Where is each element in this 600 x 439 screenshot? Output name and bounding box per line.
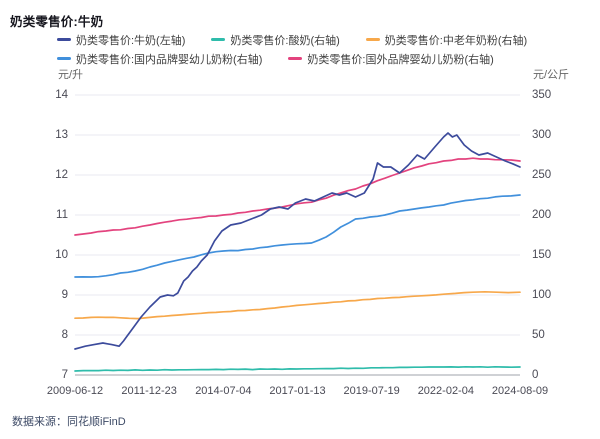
legend-item: 奶类零售价:酸奶(右轴) (211, 32, 340, 48)
right-axis-unit-label: 元/公斤 (533, 69, 570, 81)
legend-dash-icon (57, 57, 71, 60)
legend-item-label: 奶类零售价:国外品牌婴幼儿奶粉(右轴) (307, 53, 494, 66)
left-axis-tick-label: 8 (61, 329, 68, 341)
left-axis-unit-label: 元/升 (58, 69, 84, 81)
right-axis-tick-label: 300 (532, 129, 552, 141)
legend-item-label: 奶类零售价:牛奶(左轴) (76, 34, 186, 47)
series-line-3 (74, 194, 521, 278)
right-axis-tick-label: 150 (532, 249, 552, 261)
legend-item: 奶类零售价:牛奶(左轴) (57, 32, 185, 48)
legend-item: 奶类零售价:国内品牌婴幼儿奶粉(右轴) (57, 51, 262, 67)
legend-item-label: 奶类零售价:中老年奶粉(右轴) (384, 34, 528, 47)
x-axis-tick-label: 2014-07-04 (195, 385, 252, 397)
right-axis-tick-label: 350 (532, 89, 552, 101)
right-axis-tick-label: 0 (532, 369, 539, 381)
data-source-caption: 数据来源：同花顺iFinD (12, 416, 126, 428)
legend-item-label: 奶类零售价:酸奶(右轴) (230, 34, 340, 47)
right-axis-tick-label: 200 (532, 209, 552, 221)
x-axis-tick-label: 2009-06-12 (46, 385, 104, 397)
series-line-0 (74, 132, 521, 350)
legend-dash-icon (57, 38, 71, 41)
legend-dash-icon (365, 38, 380, 41)
x-axis-tick-label: 2017-01-13 (269, 385, 326, 397)
left-axis-tick-label: 11 (56, 209, 68, 221)
left-axis-tick-label: 12 (55, 169, 68, 181)
chart-legend: 奶类零售价:牛奶(左轴) 奶类零售价:酸奶(右轴) 奶类零售价:中老年奶粉(右轴) 奶… (57, 30, 553, 68)
left-axis-tick-label: 13 (55, 129, 68, 141)
right-axis-tick-label: 50 (532, 329, 545, 341)
x-axis-tick-label: 2024-08-09 (491, 385, 549, 397)
left-axis-tick-label: 9 (61, 289, 68, 301)
legend-row-1: 奶类零售价:牛奶(左轴) 奶类零售价:酸奶(右轴) 奶类零售价:中老年奶粉(右轴) (57, 30, 553, 49)
right-axis-tick-label: 100 (532, 289, 552, 301)
legend-dash-icon (211, 38, 226, 41)
legend-item: 奶类零售价:国外品牌婴幼儿奶粉(右轴) (288, 51, 494, 67)
legend-dash-icon (288, 57, 303, 60)
x-axis-tick-label: 2022-02-04 (417, 385, 474, 397)
series-line-2 (74, 290, 521, 320)
series-line-4 (74, 157, 521, 236)
legend-item: 奶类零售价:中老年奶粉(右轴) (365, 32, 528, 48)
x-axis-tick-label: 2011-12-23 (121, 385, 177, 397)
x-axis-tick-label: 2019-07-19 (343, 385, 400, 397)
legend-item-label: 奶类零售价:国内品牌婴幼儿奶粉(右轴) (76, 53, 263, 66)
right-axis-tick-label: 250 (532, 169, 552, 181)
series-line-1 (74, 365, 521, 372)
left-axis-tick-label: 7 (61, 369, 68, 381)
legend-row-2: 奶类零售价:国内品牌婴幼儿奶粉(右轴) 奶类零售价:国外品牌婴幼儿奶粉(右轴) (57, 49, 553, 68)
left-axis-tick-label: 14 (55, 89, 68, 101)
left-axis-tick-label: 10 (55, 249, 68, 261)
chart-title: 奶类零售价:牛奶 (10, 15, 104, 29)
